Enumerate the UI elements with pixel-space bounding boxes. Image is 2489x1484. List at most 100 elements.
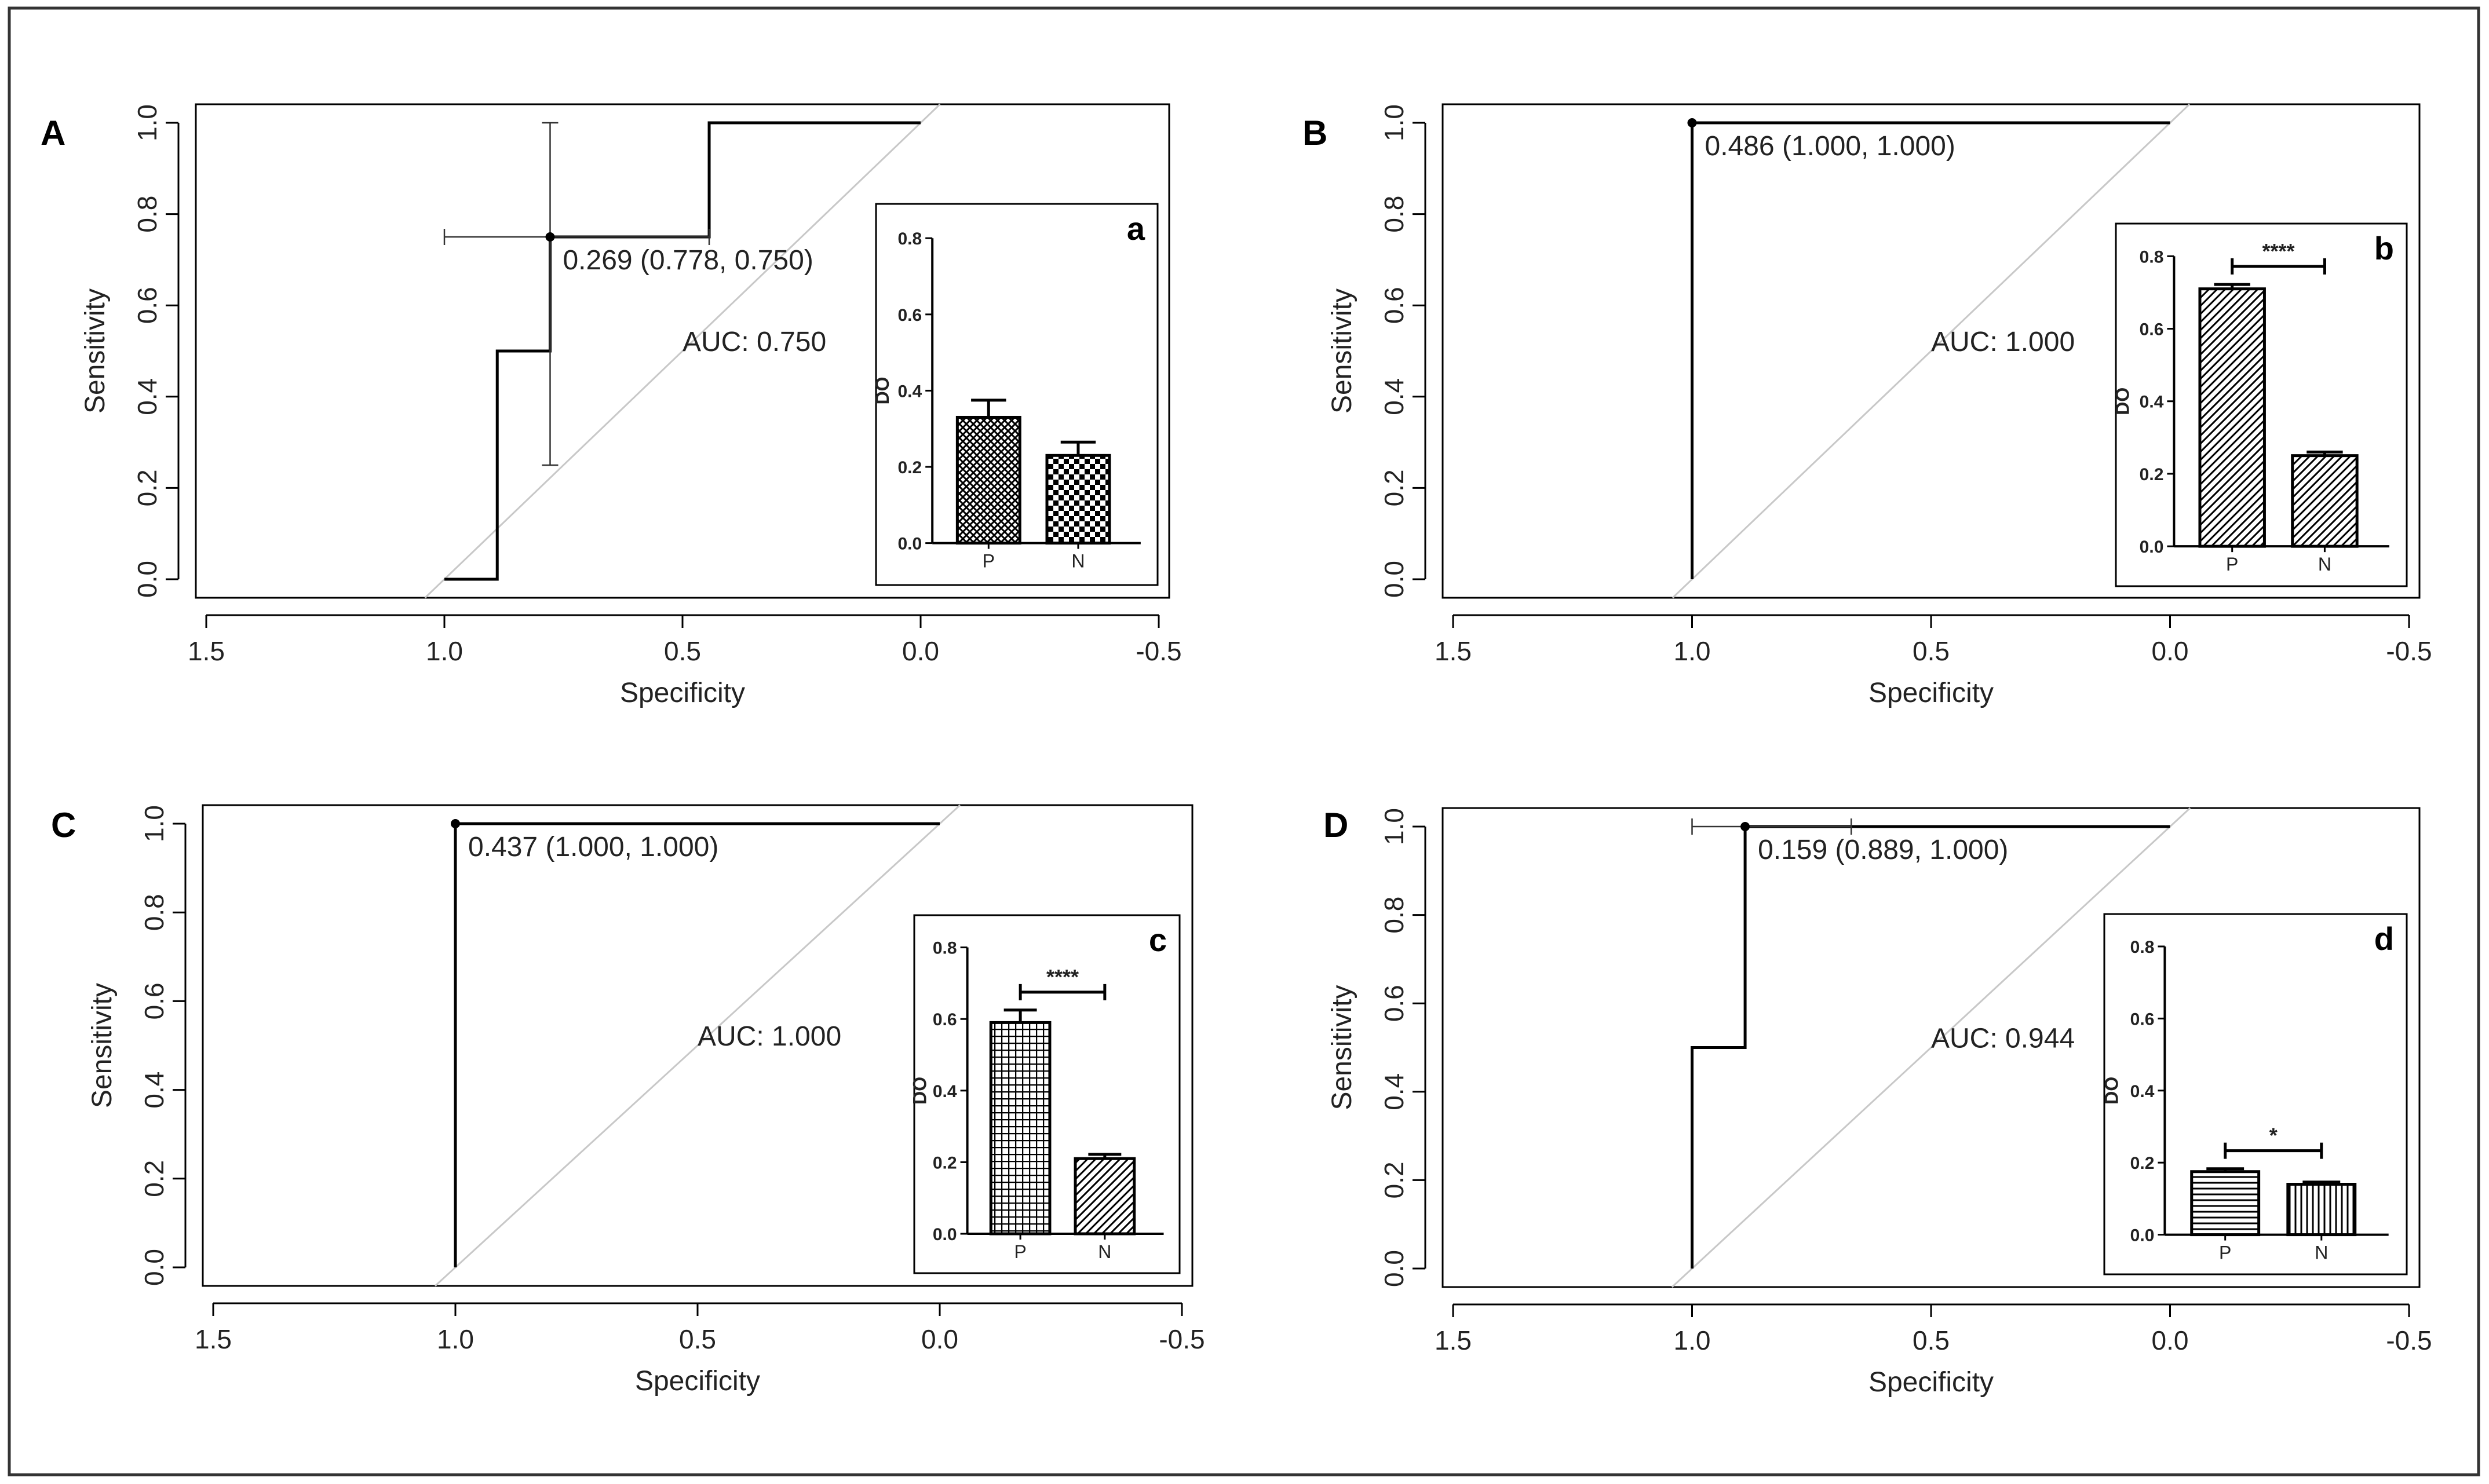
y-axis-label: Sensitivity <box>80 288 111 414</box>
inset-bar-p <box>955 415 1021 545</box>
y-tick-label: 0.8 <box>1379 196 1409 233</box>
best-threshold-label: 0.437 (1.000, 1.000) <box>468 832 718 862</box>
inset-label: d <box>2374 920 2394 957</box>
x-tick-label: 0.0 <box>2152 1325 2189 1355</box>
significance-stars: * <box>2269 1124 2278 1147</box>
inset-x-tick-label: N <box>1098 1241 1111 1262</box>
inset-y-axis-label: DO <box>2101 1077 2122 1105</box>
reference-diagonal <box>1671 807 2191 1288</box>
y-tick-label: 0.4 <box>132 378 162 415</box>
best-threshold-point <box>1740 822 1750 831</box>
auc-label: AUC: 1.000 <box>698 1021 841 1052</box>
panel-d: D 1.5 1.0 0.5 0.0 -0.5 Specificity 0.0 0.2 0.4 0.6… <box>1323 806 2432 1398</box>
inset-bar-p <box>989 1021 1052 1236</box>
x-tick-label: 1.5 <box>195 1324 232 1354</box>
inset-y-axis-label: DO <box>2112 388 2133 415</box>
best-threshold-point <box>1687 118 1697 127</box>
y-tick-label: 0.0 <box>1379 561 1409 598</box>
plot-frame <box>195 103 1170 599</box>
y-tick-label: 1.0 <box>132 104 162 141</box>
y-tick-label: 0.4 <box>1379 1073 1409 1110</box>
x-tick-label: -0.5 <box>1136 636 1181 666</box>
inset-y-tick-label: 0.2 <box>933 1153 957 1172</box>
x-tick-label: 0.0 <box>921 1324 958 1354</box>
best-threshold-point <box>545 232 555 242</box>
inset-y-tick-label: 0.8 <box>2140 247 2164 266</box>
x-tick-label: 0.0 <box>2152 636 2189 666</box>
y-tick-label: 0.6 <box>139 982 169 1019</box>
panel-label: A <box>41 114 65 152</box>
inset-y-tick-label: 0.2 <box>897 458 922 477</box>
y-tick-label: 0.6 <box>1379 985 1409 1022</box>
inset-bar-n <box>2286 1183 2357 1237</box>
y-tick-label: 0.4 <box>1379 378 1409 415</box>
inset-bar-p <box>2190 1170 2261 1237</box>
auc-label: AUC: 0.944 <box>1931 1024 2075 1054</box>
inset-y-tick-label: 0.6 <box>2130 1010 2155 1029</box>
inset-y-tick-label: 0.0 <box>897 535 922 554</box>
inset-y-tick-label: 0.4 <box>933 1082 957 1101</box>
reference-diagonal <box>1672 103 2191 599</box>
panel-a: A 1.5 1.0 0.5 0.0 -0.5 Specificity 0.0 0.2 0.4 0.6… <box>41 103 1182 708</box>
inset-y-tick-label: 0.6 <box>933 1010 957 1029</box>
y-tick-label: 0.4 <box>139 1072 169 1109</box>
y-tick-label: 0.8 <box>139 894 169 931</box>
y-tick-label: 0.2 <box>1379 469 1409 506</box>
inset-x-tick-label: P <box>2219 1242 2231 1263</box>
inset-y-tick-label: 0.0 <box>933 1225 957 1244</box>
inset-bar-n <box>1045 454 1111 545</box>
x-axis-label: Specificity <box>620 678 745 708</box>
inset-y-tick-label: 0.8 <box>2130 938 2155 957</box>
x-axis-label: Specificity <box>1868 678 1994 708</box>
y-tick-label: 0.6 <box>132 287 162 324</box>
significance-stars: **** <box>1046 965 1079 989</box>
x-tick-label: 1.0 <box>437 1324 474 1354</box>
x-tick-label: 0.5 <box>664 636 701 666</box>
plot-frame <box>1441 103 2421 599</box>
reference-diagonal <box>424 103 941 599</box>
x-tick-label: 1.5 <box>188 636 225 666</box>
y-tick-label: 0.0 <box>1379 1250 1409 1287</box>
x-axis-label: Specificity <box>1868 1367 1994 1398</box>
y-tick-label: 1.0 <box>139 805 169 842</box>
x-tick-label: -0.5 <box>1159 1324 1205 1354</box>
panel-b: B 1.5 1.0 0.5 0.0 -0.5 Specificity 0.0 0.2 0.4 0.6… <box>1302 103 2432 708</box>
inset-y-tick-label: 0.8 <box>897 229 922 248</box>
y-tick-label: 1.0 <box>1379 808 1409 845</box>
inset-y-tick-label: 0.4 <box>2130 1082 2155 1101</box>
inset-y-tick-label: 0.6 <box>897 306 922 325</box>
y-axis-label: Sensitivity <box>1327 985 1357 1110</box>
inset-y-tick-label: 0.8 <box>933 939 957 958</box>
y-axis-label: Sensitivity <box>87 983 118 1108</box>
inset-x-tick-label: N <box>1071 551 1085 572</box>
inset-x-tick-label: N <box>2315 1242 2328 1263</box>
best-threshold-label: 0.486 (1.000, 1.000) <box>1705 131 1955 162</box>
inset-y-axis-label: DO <box>910 1077 930 1105</box>
inset-bar-p <box>2198 287 2266 548</box>
x-axis-label: Specificity <box>635 1366 760 1397</box>
x-tick-label: 1.5 <box>1435 1325 1472 1355</box>
y-tick-label: 0.8 <box>132 196 162 233</box>
figure-frame <box>8 6 2480 1476</box>
inset-y-tick-label: 0.2 <box>2130 1154 2155 1173</box>
y-tick-label: 0.8 <box>1379 897 1409 934</box>
y-axis-label: Sensitivity <box>1327 288 1357 414</box>
x-tick-label: 0.5 <box>1913 636 1950 666</box>
auc-label: AUC: 1.000 <box>1931 327 2075 357</box>
y-tick-label: 0.0 <box>139 1249 169 1286</box>
inset-y-tick-label: 0.6 <box>2140 320 2164 339</box>
inset-bar-n <box>2291 454 2359 548</box>
best-threshold-label: 0.269 (0.778, 0.750) <box>563 245 813 276</box>
panel-c: C 1.5 1.0 0.5 0.0 -0.5 Specificity 0.0 0.2 0.4 0.6… <box>51 804 1205 1397</box>
auc-label: AUC: 0.750 <box>683 327 826 357</box>
x-tick-label: 1.0 <box>1674 636 1711 666</box>
inset-x-tick-label: P <box>1014 1241 1026 1262</box>
inset-y-tick-label: 0.4 <box>2140 393 2164 412</box>
inset-label: b <box>2374 230 2394 266</box>
best-threshold-label: 0.159 (0.889, 1.000) <box>1758 835 2008 865</box>
inset-label: a <box>1127 210 1145 247</box>
inset-label: c <box>1149 922 1167 958</box>
inset-x-tick-label: P <box>2226 554 2238 575</box>
inset-x-tick-label: N <box>2318 554 2331 575</box>
